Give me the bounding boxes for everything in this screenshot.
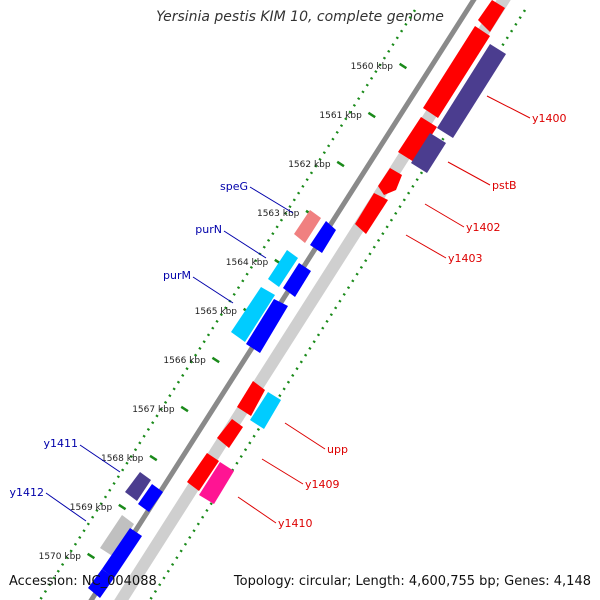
gene-label-purN[interactable]: purN: [195, 223, 222, 236]
callout-y1411: [79, 444, 121, 473]
gene-purN[interactable]: [268, 250, 298, 287]
gene-label-speG[interactable]: speG: [220, 180, 248, 193]
gene-y1410[interactable]: [199, 462, 234, 504]
gene-y1409[interactable]: [187, 453, 219, 491]
tick-label: 1569 kbp: [70, 503, 113, 513]
gene-label-purM[interactable]: purM: [163, 269, 191, 282]
gene-features: [88, 0, 506, 598]
tick-mark: [398, 62, 408, 70]
gene-label-y1403[interactable]: y1403: [448, 252, 483, 265]
gene-slate-2[interactable]: [411, 133, 446, 173]
tick-mark: [336, 160, 345, 168]
callout-y1412: [45, 492, 87, 522]
gene-blue-5[interactable]: [102, 528, 142, 578]
gene-blue-1[interactable]: [310, 221, 336, 253]
tick-mark: [118, 503, 127, 511]
gene-label-y1402[interactable]: y1402: [466, 221, 501, 234]
gene-label-pstB[interactable]: pstB: [492, 179, 517, 192]
callout-y1402: [424, 203, 465, 228]
tick-label: 1563 kbp: [257, 209, 300, 219]
tick-label: 1567 kbp: [132, 405, 175, 415]
tick-label: 1566 kbp: [163, 356, 206, 366]
accession-text: Accession: NC_004088: [9, 574, 157, 589]
callout-y1410: [237, 496, 277, 524]
callout-purM: [192, 276, 234, 304]
tick-mark: [211, 356, 220, 364]
gene-blue-3[interactable]: [246, 299, 288, 353]
gene-purM[interactable]: [231, 287, 275, 342]
callout-y1409: [261, 458, 304, 485]
gene-label-y1409[interactable]: y1409: [305, 478, 340, 491]
gene-slate-1[interactable]: [437, 44, 506, 138]
gene-label-y1400[interactable]: y1400: [532, 112, 567, 125]
gene-y1403[interactable]: [355, 193, 388, 234]
callout-lines: [45, 95, 531, 524]
tick-group: 1560 kbp 1561 kbp 1562 kbp 1563 kbp 1564 kbp…: [39, 62, 408, 562]
gene-label-y1411[interactable]: y1411: [43, 437, 78, 450]
gene-blue-6[interactable]: [88, 569, 114, 598]
callout-y1403: [405, 234, 447, 259]
tick-label: 1570 kbp: [39, 552, 82, 562]
gene-y1402[interactable]: [378, 168, 402, 195]
tick-mark: [149, 454, 158, 462]
gene-speG[interactable]: [294, 210, 321, 243]
tick-label: 1561 kbp: [319, 111, 362, 121]
callout-speG: [249, 186, 294, 214]
callout-pstB: [447, 161, 491, 186]
tick-mark: [180, 405, 189, 413]
gene-y1400[interactable]: [423, 26, 490, 118]
gene-pstB[interactable]: [398, 117, 437, 162]
tick-mark: [367, 111, 376, 119]
gene-blue-2[interactable]: [283, 263, 311, 297]
tick-label: 1564 kbp: [226, 258, 269, 268]
gene-y1400-right-segment[interactable]: [478, 0, 505, 32]
callout-y1400: [486, 95, 531, 119]
map-title: Yersinia pestis KIM 10, complete genome: [156, 9, 444, 25]
gene-red-b[interactable]: [217, 419, 243, 448]
callout-purN: [223, 230, 267, 259]
gene-labels: y1400 pstB y1402 y1403 upp y1409 y1410 s…: [9, 112, 566, 530]
callout-upp: [284, 422, 326, 450]
gene-blue-4[interactable]: [138, 484, 163, 512]
tick-label: 1562 kbp: [288, 160, 331, 170]
topology-text: Topology: circular; Length: 4,600,755 bp…: [233, 574, 591, 589]
gene-label-y1410[interactable]: y1410: [278, 517, 313, 530]
gene-y1412-grey[interactable]: [100, 515, 134, 557]
tick-label: 1568 kbp: [101, 454, 144, 464]
tick-mark: [86, 552, 96, 560]
gene-label-y1412[interactable]: y1412: [9, 486, 44, 499]
gene-red-a[interactable]: [237, 381, 265, 416]
gene-y1411[interactable]: [125, 472, 151, 501]
tick-label: 1560 kbp: [351, 62, 394, 72]
tick-label: 1565 kbp: [195, 307, 238, 317]
gene-upp[interactable]: [250, 392, 281, 429]
backbone-ring-outer: [88, 0, 477, 600]
gene-label-upp[interactable]: upp: [327, 443, 348, 456]
